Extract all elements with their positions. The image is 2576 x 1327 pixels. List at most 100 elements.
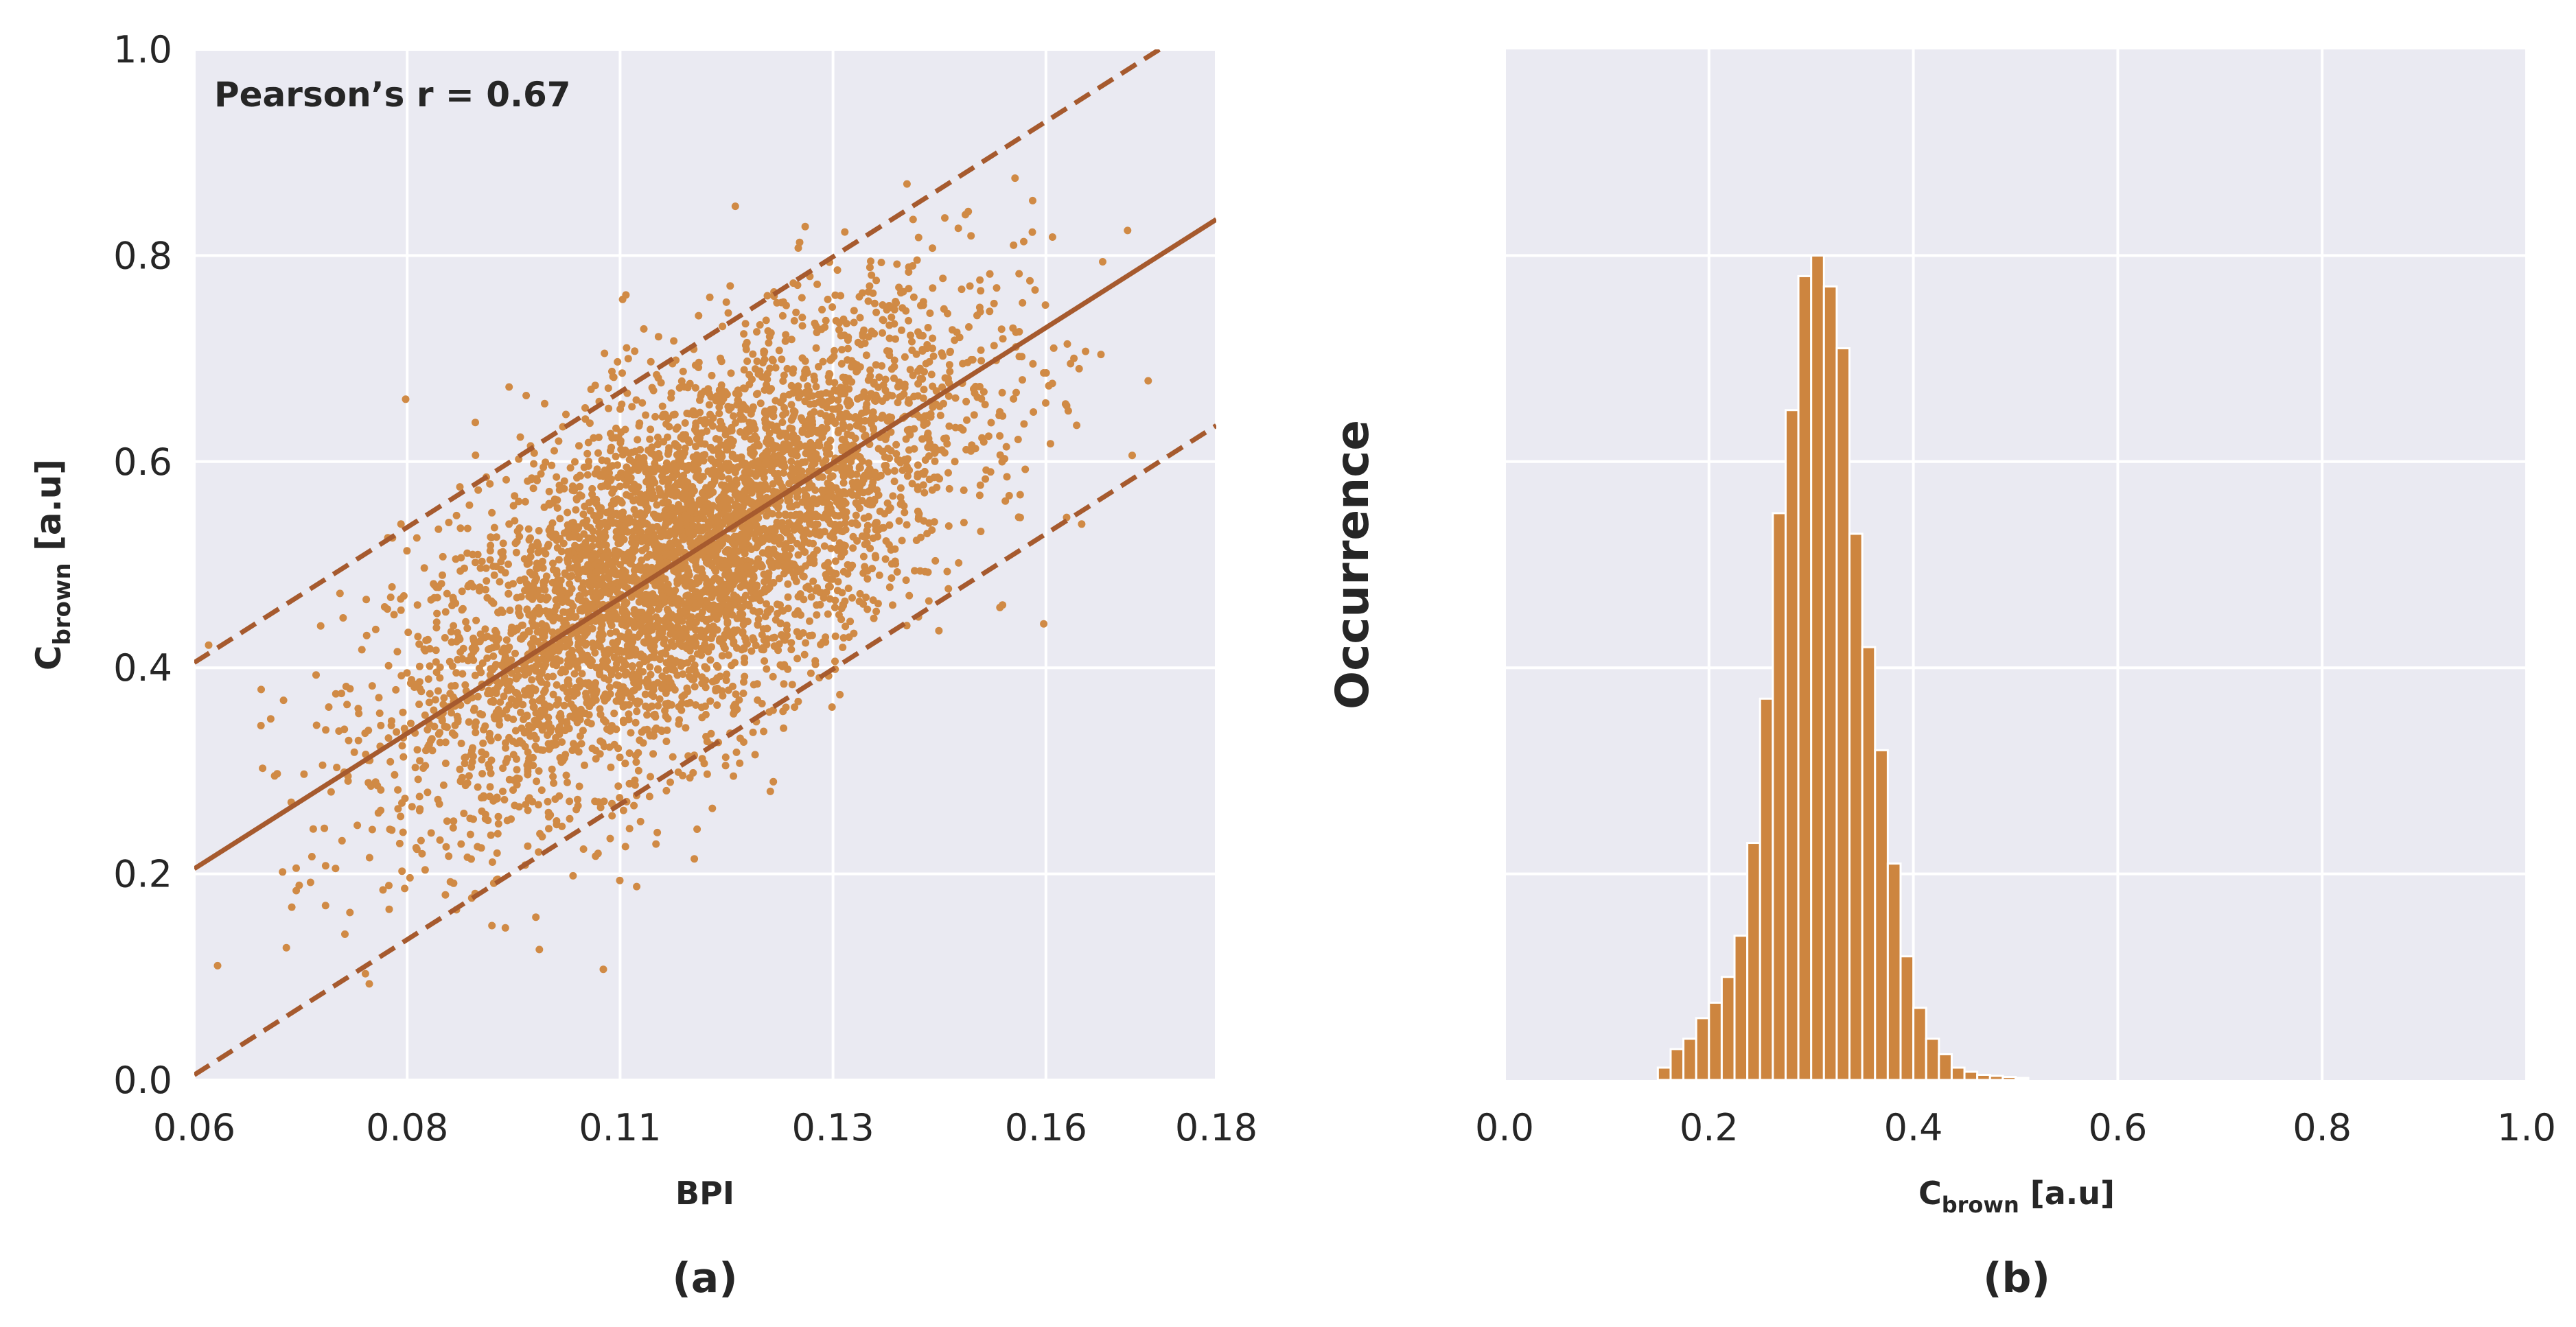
scatter-point	[954, 224, 962, 233]
scatter-point	[493, 793, 501, 801]
scatter-point	[646, 731, 654, 739]
scatter-point	[765, 535, 774, 543]
scatter-point	[595, 529, 603, 537]
scatter-point	[385, 905, 393, 913]
scatter-point	[436, 836, 444, 844]
scatter-point	[562, 410, 570, 419]
scatter-point	[471, 671, 479, 679]
scatter-point	[614, 672, 623, 680]
scatter-point	[730, 532, 739, 541]
scatter-point	[398, 867, 406, 876]
scatter-point	[807, 593, 815, 601]
scatter-point	[509, 580, 517, 588]
scatter-point	[1040, 369, 1048, 377]
scatter-point	[443, 817, 451, 825]
scatter-point	[443, 589, 451, 598]
scatter-point	[842, 513, 850, 521]
scatter-point	[784, 665, 792, 673]
scatter-x-tick: 0.11	[579, 1106, 661, 1149]
scatter-point	[553, 473, 561, 481]
scatter-point	[528, 684, 536, 692]
scatter-point	[590, 681, 599, 690]
scatter-point	[538, 620, 546, 628]
scatter-point	[454, 655, 462, 664]
scatter-point	[607, 763, 615, 771]
scatter-point	[491, 626, 499, 635]
histogram-bar	[1797, 274, 1813, 1081]
scatter-point	[984, 432, 993, 441]
scatter-point	[529, 762, 537, 770]
scatter-point	[970, 411, 978, 419]
scatter-point	[812, 383, 820, 391]
scatter-point	[763, 600, 770, 608]
scatter-point	[494, 609, 502, 617]
scatter-point	[731, 659, 739, 667]
scatter-point	[722, 677, 730, 684]
scatter-point	[688, 483, 697, 491]
scatter-point	[901, 508, 909, 517]
scatter-point	[481, 810, 489, 819]
scatter-point	[605, 743, 614, 751]
scatter-point	[778, 419, 787, 426]
scatter-point	[756, 492, 764, 500]
scatter-point	[368, 682, 376, 690]
scatter-point	[761, 416, 769, 424]
scatter-point	[830, 534, 838, 542]
scatter-point	[574, 795, 581, 803]
scatter-point	[548, 628, 557, 636]
scatter-point	[654, 605, 662, 613]
scatter-point	[474, 843, 482, 851]
scatter-point	[614, 782, 623, 790]
scatter-point	[425, 698, 433, 707]
scatter-point	[332, 690, 340, 698]
scatter-point	[826, 595, 834, 603]
scatter-point	[695, 358, 703, 366]
scatter-point	[873, 486, 881, 494]
scatter-point	[375, 709, 384, 717]
scatter-point	[848, 561, 857, 569]
scatter-point	[705, 401, 713, 409]
scatter-point	[612, 628, 620, 636]
scatter-point	[717, 387, 726, 395]
scatter-point	[474, 692, 482, 701]
scatter-point	[525, 755, 533, 763]
scatter-point	[506, 607, 514, 614]
scatter-point	[634, 454, 642, 462]
scatter-point	[594, 449, 602, 457]
scatter-point	[430, 723, 439, 731]
scatter-point	[734, 595, 742, 602]
scatter-point	[361, 970, 369, 978]
scatter-point	[672, 615, 680, 623]
scatter-point	[787, 646, 796, 654]
scatter-point	[579, 510, 588, 518]
scatter-point	[564, 548, 572, 556]
scatter-point	[810, 408, 818, 416]
scatter-point	[680, 691, 688, 699]
scatter-point	[621, 843, 629, 851]
scatter-point	[785, 390, 793, 399]
scatter-point	[774, 562, 782, 570]
scatter-point	[916, 375, 925, 382]
histogram-gridlines	[1503, 49, 2528, 1080]
scatter-point	[557, 548, 566, 556]
scatter-point	[472, 645, 480, 653]
scatter-point	[597, 613, 605, 622]
scatter-point	[806, 530, 814, 538]
scatter-point	[751, 751, 759, 759]
scatter-point	[544, 541, 553, 548]
scatter-point	[796, 238, 804, 246]
scatter-point	[715, 637, 723, 645]
scatter-point	[540, 633, 548, 641]
histogram-bar	[1822, 285, 1838, 1081]
scatter-point	[496, 679, 504, 688]
scatter-point	[686, 774, 694, 782]
scatter-point	[486, 556, 494, 564]
scatter-point	[666, 622, 675, 630]
scatter-point	[621, 760, 629, 768]
scatter-point	[990, 342, 998, 350]
scatter-point	[802, 583, 811, 591]
scatter-point	[741, 320, 750, 328]
scatter-point	[525, 794, 533, 802]
scatter-point	[740, 366, 748, 374]
scatter-point	[667, 655, 675, 663]
